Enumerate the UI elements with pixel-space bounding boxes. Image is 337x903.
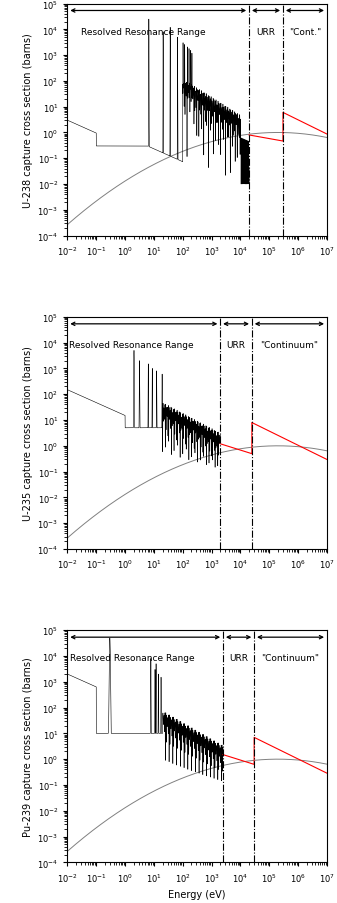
Y-axis label: Pu-239 capture cross section (barns): Pu-239 capture cross section (barns)	[23, 656, 33, 836]
Text: "Continuum": "Continuum"	[261, 340, 318, 349]
Text: Resolved Resonance Range: Resolved Resonance Range	[69, 340, 194, 349]
Text: Resolved Resonance Range: Resolved Resonance Range	[82, 28, 206, 37]
Text: "Cont.": "Cont."	[289, 28, 321, 37]
Text: Resolved Resonance Range: Resolved Resonance Range	[70, 654, 195, 663]
Text: URR: URR	[229, 654, 248, 663]
Y-axis label: U-238 capture cross section (barns): U-238 capture cross section (barns)	[23, 33, 33, 208]
Text: "Continuum": "Continuum"	[262, 654, 319, 663]
Text: URR: URR	[226, 340, 246, 349]
X-axis label: Energy (eV): Energy (eV)	[168, 889, 226, 899]
Text: URR: URR	[256, 28, 276, 37]
Y-axis label: U-235 capture cross section (barns): U-235 capture cross section (barns)	[23, 346, 33, 521]
